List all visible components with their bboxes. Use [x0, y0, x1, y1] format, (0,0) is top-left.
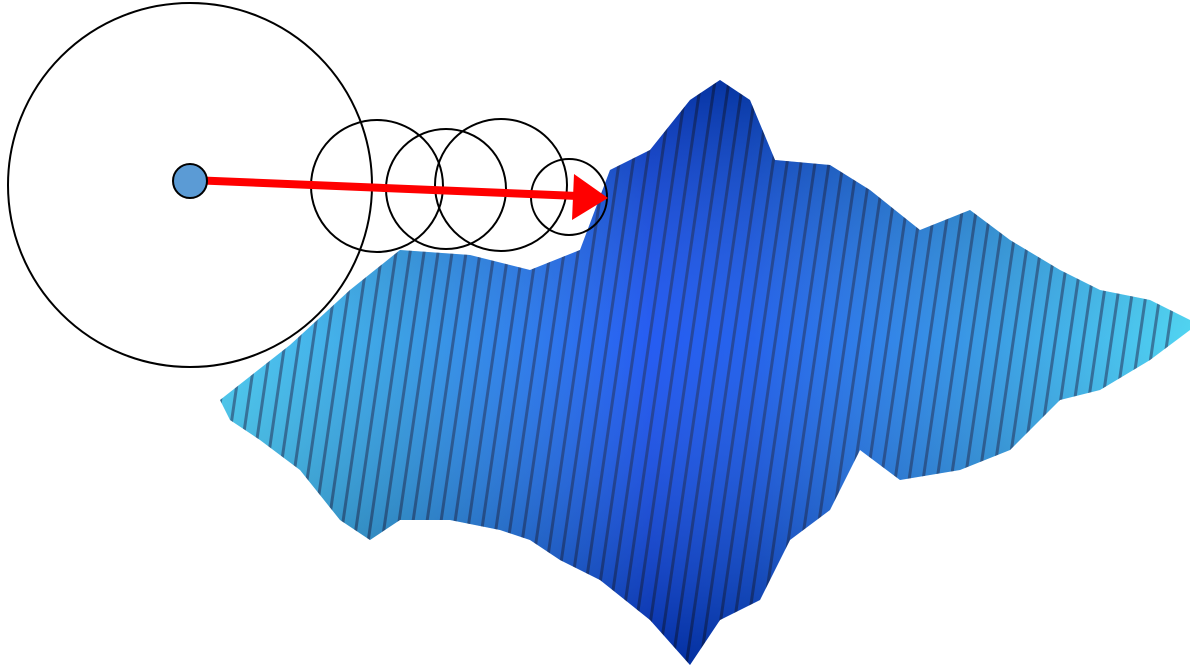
circle	[435, 119, 567, 251]
diagram	[0, 0, 1191, 667]
origin-dot	[173, 164, 207, 198]
wave-shading	[200, 60, 1191, 667]
page: (() => { const data = JSON.parse(documen…	[0, 0, 1191, 667]
wave-packet	[110, 60, 1191, 667]
arrow-shaft	[190, 180, 578, 196]
stripe	[124, 60, 214, 667]
stripe	[166, 60, 256, 667]
